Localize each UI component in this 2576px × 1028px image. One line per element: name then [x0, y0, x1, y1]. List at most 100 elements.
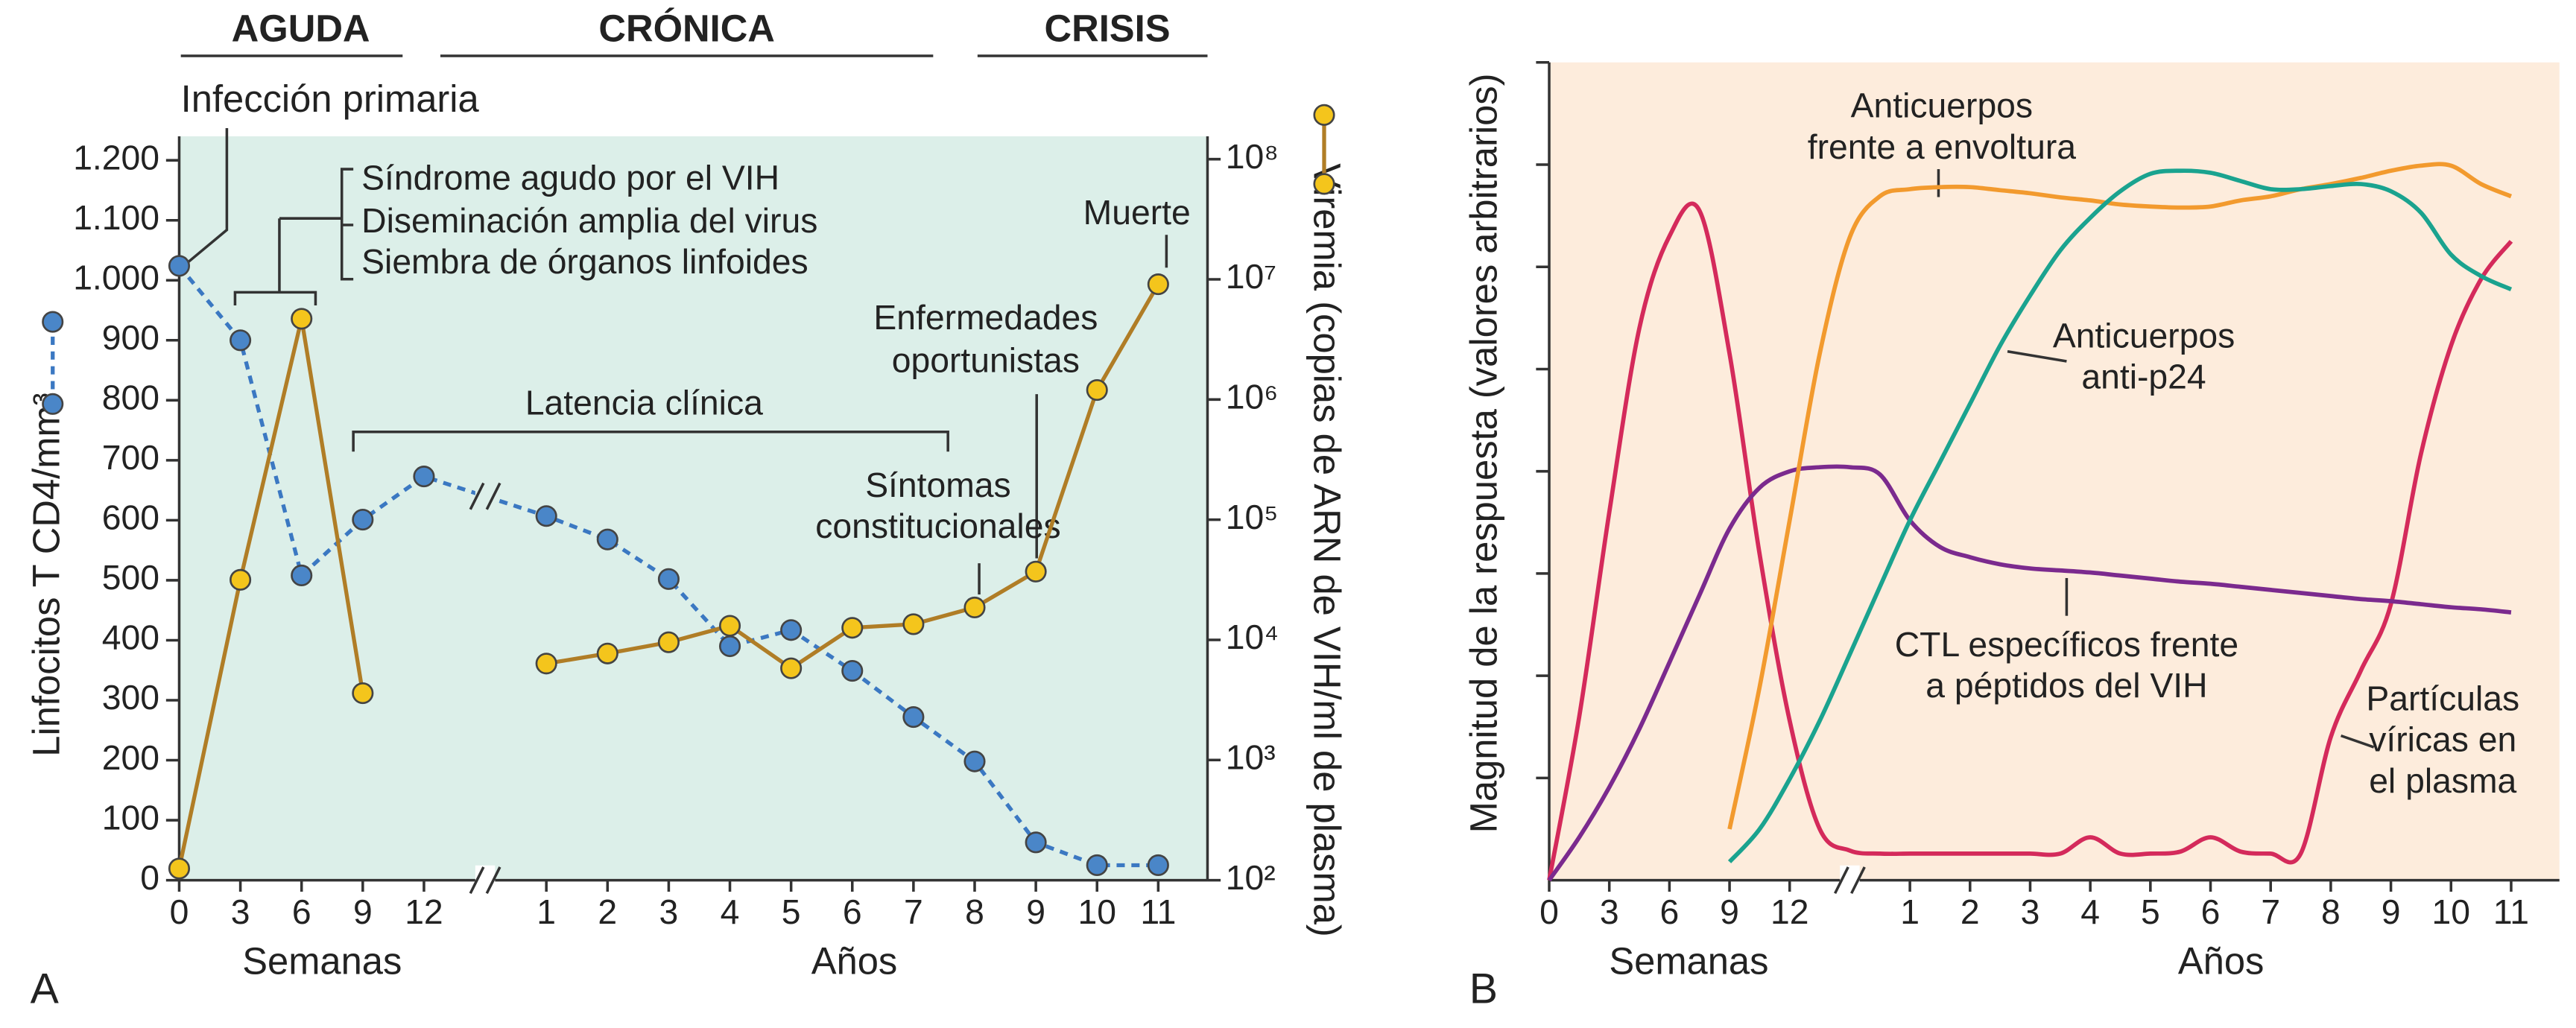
y-tick-label: 400	[102, 618, 159, 657]
x-axis-label: Años	[2178, 939, 2265, 982]
x-tick-label: 2	[1961, 892, 1980, 931]
x-tick-label: 6	[292, 892, 311, 931]
annotation: Infección primaria	[181, 77, 480, 120]
data-point	[352, 509, 374, 531]
series-line	[1547, 201, 2513, 881]
y-axis-label: Linfocitos T CD4/mm³	[25, 393, 68, 756]
x-tick-label: 3	[231, 892, 250, 931]
x-tick-label: 12	[405, 892, 443, 931]
y2-tick-label: 10⁶	[1226, 378, 1279, 416]
x-tick-label: 4	[721, 892, 740, 931]
bracket	[233, 168, 354, 306]
x-tick-label: 4	[2080, 892, 2100, 931]
data-point	[230, 329, 252, 352]
data-point	[902, 613, 925, 635]
data-point	[413, 466, 435, 488]
y-tick-label: 200	[102, 738, 159, 777]
bracket	[352, 431, 949, 452]
annotation: oportunistas	[892, 340, 1080, 379]
data-point	[596, 528, 618, 551]
x-tick-label: 0	[170, 892, 189, 931]
curve-label: víricas en	[2369, 720, 2516, 759]
x-tick-label: 5	[782, 892, 801, 931]
data-point	[1086, 854, 1108, 877]
break-gap	[475, 865, 496, 895]
annotation: constitucionales	[815, 507, 1060, 545]
y2-tick-label: 10²	[1226, 858, 1276, 897]
y2-tick-label: 10³	[1226, 738, 1276, 777]
panel-a-annotations: AGUDA CRÓNICA CRISIS Infección primaria …	[25, 7, 1349, 1012]
data-point	[291, 308, 313, 330]
x-tick-label: 7	[2261, 892, 2280, 931]
y-tick-label: 100	[102, 798, 159, 837]
data-point	[291, 564, 313, 587]
x-tick-label: 6	[843, 892, 862, 931]
data-point	[841, 659, 864, 682]
x-tick-label: 11	[1140, 892, 1176, 931]
x-tick-label: 7	[904, 892, 923, 931]
callout-line	[186, 127, 229, 264]
series-line	[1727, 168, 2513, 863]
data-point	[230, 568, 252, 591]
data-point	[1086, 378, 1108, 402]
curve-label: a péptidos del VIH	[1925, 666, 2207, 705]
annotation: Muerte	[1083, 193, 1191, 232]
legend-symbol	[42, 393, 64, 415]
data-point	[168, 857, 191, 880]
data-point	[1147, 273, 1169, 296]
x-tick-label: 11	[2493, 892, 2529, 931]
y-tick-label: 800	[102, 378, 159, 417]
annotation: Diseminación amplia del virus	[361, 201, 817, 240]
y-tick-label: 1.200	[73, 138, 159, 177]
y-tick-label: 700	[102, 438, 159, 477]
x-tick-label: 10	[2432, 892, 2470, 931]
curve-label: Partículas	[2366, 679, 2519, 718]
x-tick-label: 6	[1660, 892, 1680, 931]
data-point	[352, 682, 374, 705]
x-tick-label: 9	[1720, 892, 1739, 931]
y-axis-label: Magnitud de la respuesta (valores arbitr…	[1463, 73, 1505, 833]
break-gap	[1840, 865, 1860, 895]
data-point	[780, 657, 803, 679]
curve-label: CTL específicos frente	[1895, 625, 2238, 664]
curve-label: Anticuerpos	[1851, 86, 2033, 125]
break-mark	[469, 866, 501, 895]
curve-label: Anticuerpos	[2053, 316, 2235, 355]
x-tick-label: 3	[659, 892, 679, 931]
callout-line	[2340, 734, 2375, 749]
curve-label: el plasma	[2369, 761, 2516, 800]
x-tick-label: 5	[2141, 892, 2160, 931]
x-axis-label: Años	[811, 939, 898, 982]
data-point	[168, 255, 191, 277]
data-point	[1025, 831, 1047, 854]
data-point	[596, 642, 618, 664]
x-tick-label: 9	[2382, 892, 2401, 931]
y-tick-label: 0	[140, 858, 159, 897]
data-point	[902, 705, 925, 729]
y2-tick-label: 10⁸	[1226, 137, 1279, 176]
x-axis-label: Semanas	[1609, 939, 1768, 982]
data-point	[718, 635, 741, 658]
callout-line	[2007, 350, 2067, 363]
curve-label: anti-p24	[2081, 357, 2206, 396]
data-point	[657, 631, 680, 653]
annotation: Enfermedades	[873, 298, 1098, 337]
break-mark	[469, 482, 501, 510]
phase-label: AGUDA	[232, 7, 370, 49]
panel-label: A	[31, 965, 60, 1013]
data-point	[780, 619, 803, 641]
x-tick-label: 9	[353, 892, 373, 931]
y2-tick-label: 10⁵	[1226, 498, 1279, 536]
break-gap	[475, 481, 496, 512]
data-point	[963, 596, 986, 619]
y-tick-label: 1.000	[73, 258, 159, 296]
x-tick-label: 1	[1900, 892, 1920, 931]
legend-symbol	[1313, 173, 1335, 195]
y-tick-label: 300	[102, 678, 159, 717]
data-point	[1147, 854, 1169, 877]
annotation: Latencia clínica	[525, 384, 763, 422]
y-tick-label: 500	[102, 558, 159, 597]
y2-tick-label: 10⁷	[1226, 257, 1276, 296]
